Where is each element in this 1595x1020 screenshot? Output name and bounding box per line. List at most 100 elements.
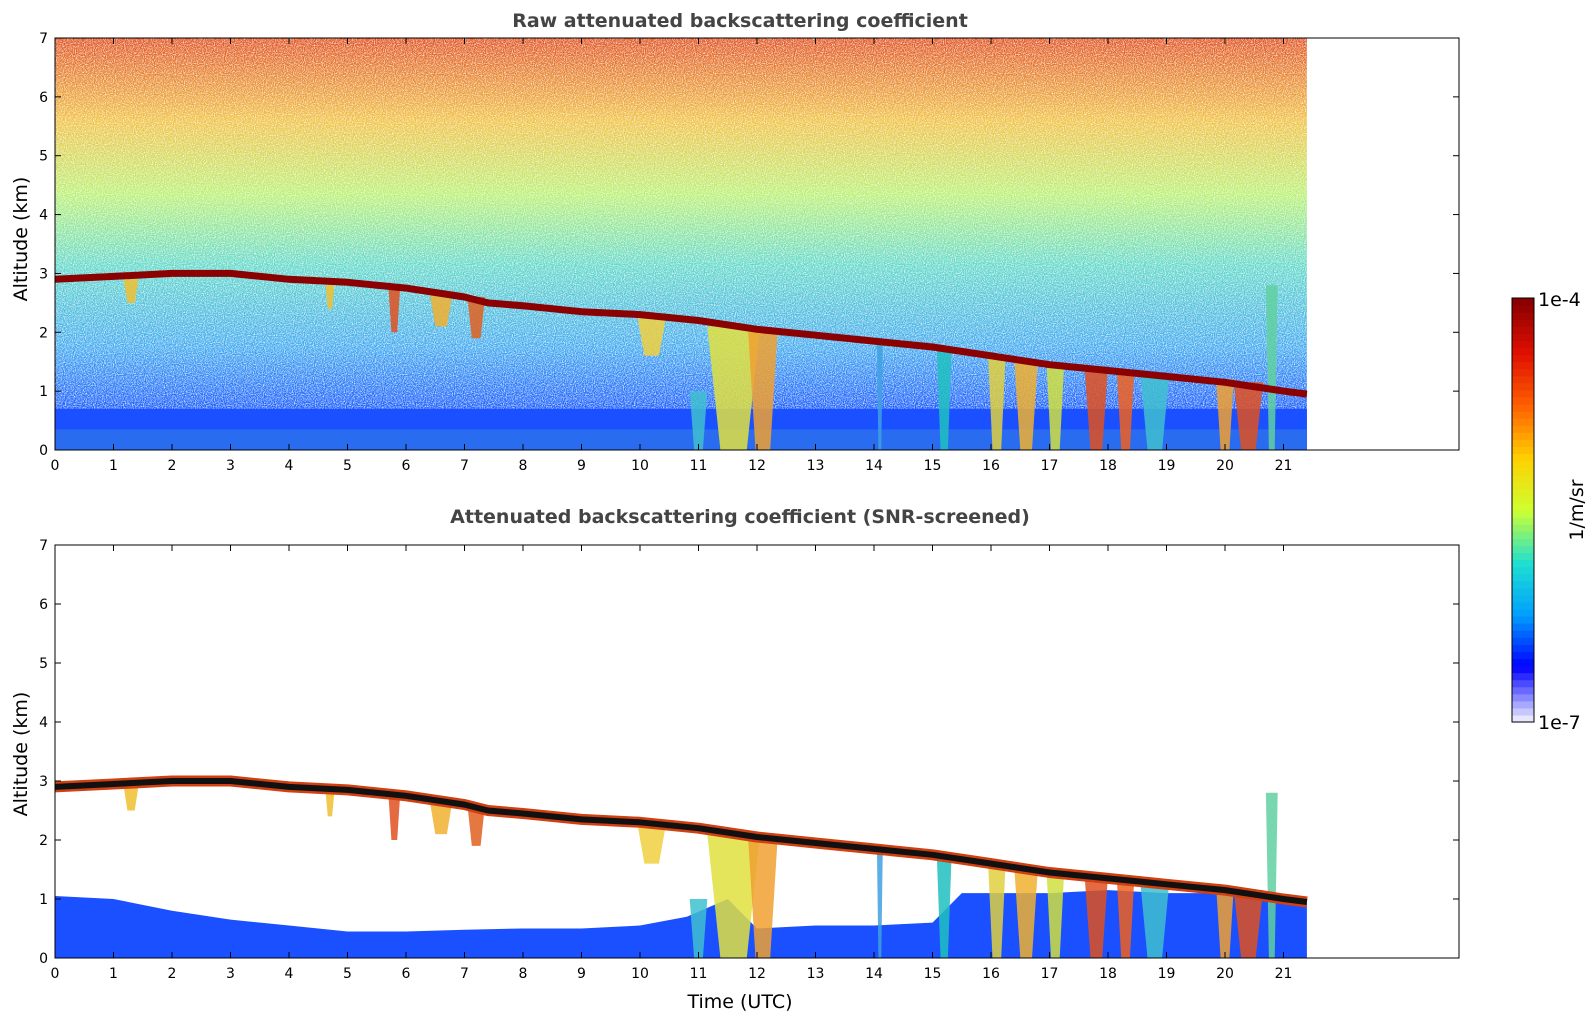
y-tick-label: 4 <box>39 208 48 224</box>
colorbar-step <box>1512 637 1534 645</box>
colorbar-step <box>1512 354 1534 363</box>
x-tick-label: 13 <box>807 966 825 982</box>
x-tick-label: 9 <box>577 966 586 982</box>
x-tick-label: 11 <box>690 966 708 982</box>
precipitation-streak <box>876 845 883 958</box>
colorbar-step <box>1512 439 1534 447</box>
precipitation-streak <box>1233 382 1263 450</box>
x-tick-label: 21 <box>1275 458 1293 474</box>
colorbar-step <box>1512 580 1534 589</box>
precipitation-streak <box>1140 881 1170 958</box>
x-tick-label: 19 <box>1158 966 1176 982</box>
x-tick-label: 6 <box>402 458 411 474</box>
x-axis-label: Time (UTC) <box>686 991 792 1013</box>
y-axis-raw: 0 1 2 3 4 5 6 7 <box>39 31 1459 459</box>
chart-title-raw: Raw attenuated backscattering coefficien… <box>512 10 968 32</box>
precipitation-streak <box>1046 872 1065 958</box>
colorbar-step <box>1512 340 1534 349</box>
precipitation-streak <box>707 834 760 958</box>
colorbar-step <box>1512 502 1534 511</box>
x-tick-label: 7 <box>460 966 469 982</box>
colorbar-step <box>1512 396 1534 405</box>
y-tick-label: 3 <box>39 774 48 790</box>
colorbar-step <box>1512 538 1534 546</box>
precipitation-streak <box>748 840 778 958</box>
x-tick-label: 10 <box>631 966 649 982</box>
x-tick-label: 17 <box>1041 458 1059 474</box>
precipitation-streak <box>748 332 778 450</box>
colorbar-step <box>1512 608 1534 617</box>
x-tick-label: 16 <box>982 966 1000 982</box>
colorbar-step <box>1512 559 1534 568</box>
colorbar-min-label: 1e-7 <box>1538 712 1581 734</box>
precipitation-streak <box>988 863 1006 958</box>
colorbar-step <box>1512 432 1534 440</box>
precipitation-streak <box>1116 878 1135 958</box>
precipitation-streak <box>1116 370 1135 450</box>
precipitation-streak <box>325 792 335 817</box>
colorbar-step <box>1512 425 1534 433</box>
precipitation-streak <box>1216 379 1234 450</box>
precipitation-streak <box>429 291 453 327</box>
colorbar-step <box>1512 312 1534 320</box>
precipitation-streak <box>467 297 485 339</box>
precipitation-streak <box>637 314 667 356</box>
colorbar-step <box>1512 375 1534 384</box>
colorbar-step <box>1512 566 1534 575</box>
raw-cloud-layer <box>54 269 1308 398</box>
x-tick-label: 20 <box>1216 966 1234 982</box>
x-tick-label: 1 <box>109 458 118 474</box>
colorbar-step <box>1512 707 1534 716</box>
x-tick-label: 13 <box>807 458 825 474</box>
colorbar-step <box>1512 488 1534 497</box>
y-tick-label: 7 <box>39 538 48 554</box>
colorbar-step <box>1512 517 1534 525</box>
colorbar-step <box>1512 495 1534 504</box>
colorbar-step <box>1512 418 1534 426</box>
snr-cloud-layer <box>54 778 1308 905</box>
x-tick-label: 10 <box>631 458 649 474</box>
y-tick-label: 5 <box>39 149 48 165</box>
x-tick-label: 18 <box>1099 458 1117 474</box>
x-tick-label: 2 <box>168 966 177 982</box>
precipitation-streak <box>988 355 1006 450</box>
y-tick-label: 1 <box>39 892 48 908</box>
precipitation-streak <box>123 786 139 811</box>
colorbar-step <box>1512 623 1534 631</box>
y-tick-label: 2 <box>39 325 48 341</box>
y-tick-label: 2 <box>39 833 48 849</box>
precipitation-streak <box>1046 364 1065 450</box>
colorbar-step <box>1512 298 1534 306</box>
panel-raw: Raw attenuated backscattering coefficien… <box>10 10 1460 474</box>
precipitation-streak <box>707 326 760 450</box>
colorbar-step <box>1512 531 1534 539</box>
x-axis-raw: 0 1 2 3 4 5 6 7 8 9 10 11 12 13 14 15 16 17 18 19 20 21 <box>51 38 1293 474</box>
colorbar-step <box>1512 601 1534 610</box>
y-tick-label: 4 <box>39 715 48 731</box>
y-tick-label: 3 <box>39 266 48 282</box>
colorbar: 1e-4 1e-7 1/m/sr <box>1511 289 1588 734</box>
colorbar-steps <box>1512 298 1534 723</box>
x-tick-label: 12 <box>748 458 766 474</box>
colorbar-step <box>1512 594 1534 603</box>
x-tick-label: 19 <box>1158 458 1176 474</box>
y-axis-snr: 0 1 2 3 4 5 6 7 <box>39 538 1459 967</box>
snr-precipitation-streaks <box>123 786 1278 958</box>
y-tick-label: 6 <box>39 90 48 106</box>
x-tick-label: 7 <box>460 458 469 474</box>
colorbar-step <box>1512 347 1534 356</box>
x-tick-label: 21 <box>1275 966 1293 982</box>
x-tick-label: 0 <box>51 966 60 982</box>
precipitation-streak <box>876 338 883 450</box>
y-tick-label: 1 <box>39 384 48 400</box>
y-tick-label: 6 <box>39 597 48 613</box>
x-tick-label: 1 <box>109 966 118 982</box>
colorbar-step <box>1512 524 1534 532</box>
x-tick-label: 8 <box>519 458 528 474</box>
x-tick-label: 6 <box>402 966 411 982</box>
y-axis-label-raw: Altitude (km) <box>10 177 32 302</box>
x-tick-label: 9 <box>577 458 586 474</box>
x-tick-label: 20 <box>1216 458 1234 474</box>
precipitation-streak <box>1216 887 1234 958</box>
